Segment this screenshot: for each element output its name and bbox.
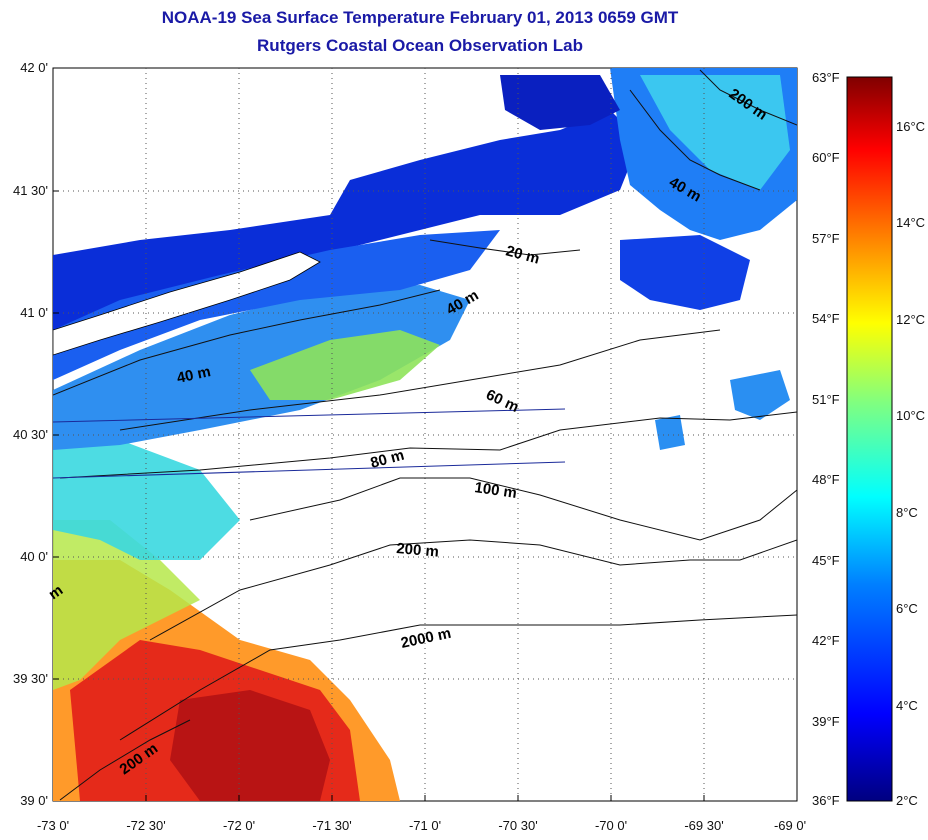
fahrenheit-label: 42°F xyxy=(812,633,840,648)
sst-small-patch-south xyxy=(655,415,685,450)
fahrenheit-label: 54°F xyxy=(812,311,840,326)
sst-hottest-core xyxy=(170,690,330,801)
contour-2000m xyxy=(119,614,797,741)
sst-nantucket-patch xyxy=(620,235,750,310)
axis-ticks xyxy=(53,190,705,801)
fahrenheit-label: 39°F xyxy=(812,714,840,729)
lon-label: -69 30' xyxy=(684,818,724,833)
contour-cape-40m xyxy=(629,89,761,191)
contour-60m xyxy=(119,329,721,431)
celsius-label: 14°C xyxy=(896,215,926,230)
contour-80m xyxy=(59,411,797,479)
contour-20m xyxy=(429,239,581,256)
lat-label: 39 0' xyxy=(20,793,48,808)
sst-transition-band xyxy=(53,520,200,690)
scan-lines xyxy=(52,408,566,479)
contour-40m-south xyxy=(53,289,441,396)
celsius-label: 6°C xyxy=(896,601,918,616)
sst-small-patch-east xyxy=(730,370,790,420)
contour-label: 100 m xyxy=(473,479,517,502)
sst-coastal-cold xyxy=(53,110,640,330)
lon-label: -69 0' xyxy=(773,818,807,833)
lat-label: 41 30' xyxy=(12,183,48,198)
contour-200m-sw xyxy=(59,719,191,801)
lon-label: -70 30' xyxy=(498,818,538,833)
bathymetry-contours xyxy=(53,69,797,801)
map-subtitle: Rutgers Coastal Ocean Observation Lab xyxy=(257,36,583,55)
lon-label: -73 0' xyxy=(36,818,70,833)
lat-label: 40 30' xyxy=(12,427,48,442)
contour-label: 200 m xyxy=(396,540,440,561)
fahrenheit-label: 36°F xyxy=(812,793,840,808)
sst-coastal-mid xyxy=(53,230,500,380)
celsius-label: 2°C xyxy=(896,793,918,808)
sst-shelf-green xyxy=(250,330,440,400)
fahrenheit-label: 63°F xyxy=(812,70,840,85)
fahrenheit-label: 48°F xyxy=(812,472,840,487)
celsius-label: 10°C xyxy=(896,408,926,423)
long-island-land xyxy=(53,251,321,356)
fahrenheit-label: 45°F xyxy=(812,553,840,568)
map-title: NOAA-19 Sea Surface Temperature February… xyxy=(161,8,679,27)
celsius-label: 16°C xyxy=(896,119,926,134)
lat-label: 40 0' xyxy=(20,549,48,564)
lat-label: 41 0' xyxy=(20,305,48,320)
contour-cape-200m xyxy=(699,69,797,126)
sst-imagery xyxy=(53,68,797,801)
fahrenheit-label: 60°F xyxy=(812,150,840,165)
lon-label: -71 0' xyxy=(408,818,442,833)
contour-200m xyxy=(149,539,797,641)
sst-cape-cyan xyxy=(640,75,790,190)
fahrenheit-label: 51°F xyxy=(812,392,840,407)
celsius-label: 8°C xyxy=(896,505,918,520)
lat-label: 42 0' xyxy=(20,60,48,75)
lon-label: -71 30' xyxy=(312,818,352,833)
lat-label: 39 30' xyxy=(12,671,48,686)
sst-bay-cold xyxy=(500,75,620,130)
fahrenheit-label: 57°F xyxy=(812,231,840,246)
lon-label: -72 0' xyxy=(222,818,256,833)
colorbar xyxy=(846,76,893,802)
lon-label: -70 0' xyxy=(594,818,628,833)
graticule xyxy=(53,68,797,801)
lon-label: -72 30' xyxy=(126,818,166,833)
celsius-label: 12°C xyxy=(896,312,926,327)
contour-100m xyxy=(249,477,797,541)
celsius-label: 4°C xyxy=(896,698,918,713)
contour-label: 40 m xyxy=(175,363,212,387)
